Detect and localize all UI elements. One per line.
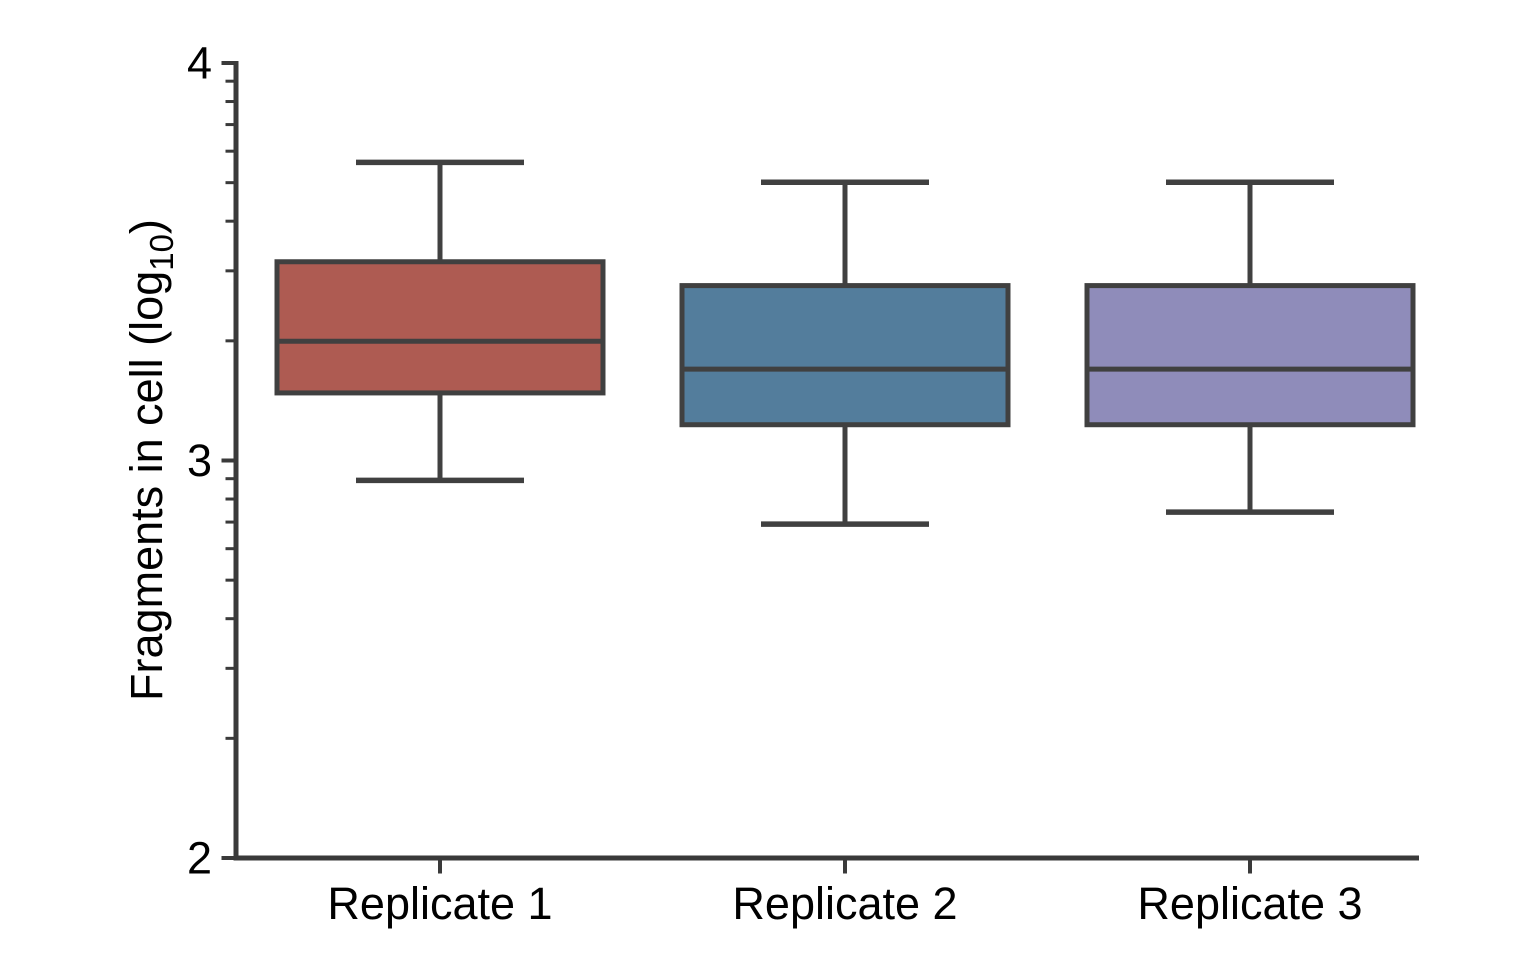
box-replicate-1: [274, 259, 606, 396]
box-replicate-3: [1084, 283, 1416, 428]
y-tick-label-3: 3: [187, 435, 212, 486]
y-tick-label-4: 4: [187, 38, 212, 89]
x-axis-label-replicate-3: Replicate 3: [1137, 878, 1362, 929]
x-axis-label-replicate-1: Replicate 1: [327, 878, 552, 929]
x-axis-label-replicate-2: Replicate 2: [732, 878, 957, 929]
box-replicate-2: [679, 283, 1011, 428]
y-axis-title: Fragments in cell (log10): [121, 219, 180, 701]
y-tick-label-2: 2: [187, 833, 212, 884]
